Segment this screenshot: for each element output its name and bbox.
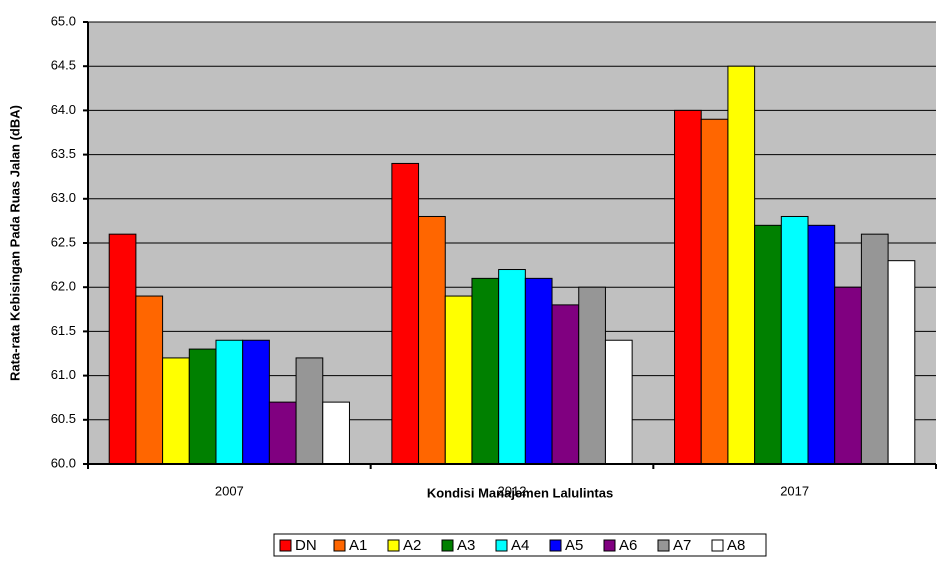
bar (322, 401, 350, 465)
legend-label: A4 (511, 537, 529, 554)
legend-swatch (333, 539, 346, 552)
bar (524, 277, 553, 465)
legend-label: DN (295, 537, 317, 554)
bar (551, 304, 580, 465)
legend-label: A6 (619, 537, 637, 554)
bar (135, 295, 164, 465)
bar (834, 286, 862, 465)
legend-swatch (387, 539, 400, 552)
y-tick-label: 62.5 (51, 234, 76, 249)
legend-label: A8 (727, 537, 745, 554)
bar (887, 260, 916, 465)
legend-label: A3 (457, 537, 475, 554)
y-tick-label: 65.0 (51, 13, 76, 28)
x-axis-title: Kondisi Manajemen Lalulintas (427, 485, 613, 500)
legend-swatch (279, 539, 292, 552)
bar (780, 215, 809, 465)
y-tick-label: 64.0 (51, 102, 76, 117)
bar (754, 224, 782, 465)
x-tick-label: 2007 (215, 483, 244, 498)
legend-swatch (657, 539, 670, 552)
y-tick-label: 60.5 (51, 411, 76, 426)
bar (295, 357, 324, 465)
legend-swatch (603, 539, 616, 552)
legend-swatch (441, 539, 454, 552)
bar (471, 277, 500, 465)
bar (727, 65, 756, 465)
bar (807, 224, 836, 465)
legend-label: A2 (403, 537, 421, 554)
bar (860, 233, 889, 465)
bar (215, 339, 244, 465)
legend-swatch (549, 539, 562, 552)
legend-label: A1 (349, 537, 367, 554)
x-tick-label: 2017 (780, 483, 809, 498)
legend-label: A5 (565, 537, 583, 554)
y-tick-label: 60.0 (51, 455, 76, 470)
y-tick-label: 63.0 (51, 190, 76, 205)
bar (674, 109, 702, 465)
legend-swatch (495, 539, 508, 552)
bar (268, 401, 297, 465)
y-tick-label: 61.0 (51, 367, 76, 382)
y-tick-label: 64.5 (51, 58, 76, 73)
bar (444, 295, 473, 465)
y-axis-title: Rata-rata Kebisingan Pada Ruas Jalan (dB… (7, 105, 22, 381)
y-tick-label: 63.5 (51, 146, 76, 161)
bar (498, 269, 526, 465)
legend-swatch (711, 539, 724, 552)
legend-label: A7 (673, 537, 691, 554)
bar (578, 286, 606, 465)
bar (162, 357, 190, 465)
bar (242, 339, 270, 465)
x-tick-label: 2012 (498, 483, 527, 498)
bar (700, 118, 729, 465)
bar (418, 215, 446, 465)
y-tick-label: 61.5 (51, 323, 76, 338)
bar (188, 348, 217, 465)
bar (391, 162, 420, 465)
y-tick-label: 62.0 (51, 279, 76, 294)
bar (108, 233, 137, 465)
bar (604, 339, 633, 465)
